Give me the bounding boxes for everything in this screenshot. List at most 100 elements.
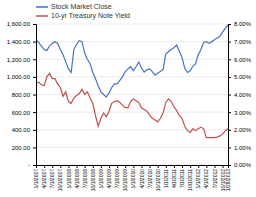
x-tick-mark: [158, 165, 159, 168]
y-tick: 1,400.00: [7, 39, 36, 45]
y-axis-line: [33, 25, 37, 166]
x-tick: 10/1/2007: [57, 165, 63, 191]
x-tick-mark: [214, 165, 215, 168]
y-tick-label: 600.00: [12, 110, 31, 116]
y2-tick-mark: [228, 42, 231, 43]
x-tick-label: 4/1/2007: [41, 169, 47, 189]
legend-swatch: [36, 15, 48, 17]
x-tick-label: 4/1/2010: [139, 169, 145, 189]
x-tick: 4/1/2011: [171, 165, 177, 188]
y2-tick-label: 2.00%: [234, 127, 252, 133]
x-tick: 1/1/2010: [130, 165, 136, 188]
x-tick-label: 1/1/2009: [98, 169, 104, 189]
x-tick-mark: [190, 165, 191, 168]
legend-item: Stock Market Close: [36, 3, 112, 10]
y-tick-mark: [33, 95, 36, 96]
x-tick-label: 7/1/2010: [147, 169, 153, 189]
x-tick-label: 10/1/2009: [122, 169, 128, 191]
x-tick-label: 1/1/2007: [33, 169, 39, 189]
x-tick-mark: [93, 165, 94, 168]
y-tick-label: 400.00: [12, 127, 31, 133]
x-tick-mark: [36, 165, 37, 168]
y-tick-mark: [33, 24, 36, 25]
x-tick-mark: [109, 165, 110, 168]
x-tick-mark: [182, 165, 183, 168]
x-tick: 1/1/2011: [163, 165, 169, 188]
x-tick: 10/1/2010: [155, 165, 161, 191]
y2-tick: 7.00%: [228, 39, 252, 45]
x-tick: 7/1/2007: [49, 165, 55, 188]
x-tick-mark: [141, 165, 142, 168]
x-tick-label: 4/1/2011: [171, 169, 177, 188]
x-tick-mark: [166, 165, 167, 168]
y2-tick-mark: [228, 95, 231, 96]
x-tick-label: 10/1/2011: [187, 169, 193, 191]
grid-line: [36, 112, 228, 113]
y-tick-label: 800.00: [12, 92, 31, 98]
x-tick-mark: [174, 165, 175, 168]
x-tick-label: 7/1/2008: [82, 169, 88, 189]
grid-line: [36, 147, 228, 148]
y2-tick: 5.00%: [228, 74, 252, 80]
lines: [36, 25, 228, 138]
x-tick-label: 4/1/2012: [203, 169, 209, 189]
y-tick-mark: [33, 112, 36, 113]
y2-tick-label: 4.00%: [234, 92, 252, 98]
y2-tick-mark: [228, 24, 231, 25]
y2-tick-label: 0.00%: [234, 162, 252, 168]
x-axis-line: [37, 166, 229, 169]
x-tick: 7/1/2010: [147, 165, 153, 188]
y-tick-label: -: [28, 162, 30, 168]
x-tick-label: 4/1/2008: [74, 169, 80, 189]
y-tick-label: 1,000.00: [7, 74, 31, 80]
x-tick-label: 10/1/2007: [57, 169, 63, 191]
y2-tick-mark: [228, 77, 231, 78]
y2-axis-line: [229, 25, 232, 166]
y2-tick-label: 7.00%: [234, 39, 252, 45]
x-tick-mark: [125, 165, 126, 168]
x-tick: 4/1/2008: [74, 165, 80, 188]
y-tick-mark: [33, 130, 36, 131]
legend-swatch: [36, 6, 48, 8]
legend-label: Stock Market Close: [51, 3, 112, 10]
x-tick-label: 7/1/2009: [114, 169, 120, 189]
y-tick: -: [28, 162, 36, 168]
x-tick-mark: [133, 165, 134, 168]
y-tick: 800.00: [12, 92, 36, 98]
y-tick-label: 1,400.00: [7, 39, 31, 45]
x-tick-mark: [223, 165, 224, 168]
x-tick-label: 1/1/2010: [130, 169, 136, 189]
y-tick-mark: [33, 42, 36, 43]
x-tick-mark: [228, 165, 229, 168]
grid-line: [36, 41, 228, 42]
x-tick: 1/1/2007: [33, 165, 39, 188]
y-tick-label: 200.00: [12, 145, 31, 151]
x-tick: 7/1/2009: [114, 165, 120, 188]
y2-tick: 8.00%: [228, 21, 252, 27]
x-tick: 4/1/2009: [106, 165, 112, 188]
x-tick: 7/1/2011: [179, 165, 185, 188]
y2-tick-label: 8.00%: [234, 21, 252, 27]
x-tick-label: 7/1/2011: [179, 169, 185, 188]
plot: - 200.00 400.00 600.00 800.00 1,000.00 1,200.0…: [7, 21, 252, 191]
grid-line: [36, 76, 228, 77]
x-tick: 1/28/2013: [225, 165, 231, 191]
y-tick: 1,000.00: [7, 74, 36, 80]
x-tick-label: 7/1/2012: [212, 169, 218, 189]
x-tick-label: 1/1/2012: [195, 169, 201, 189]
y-tick: 600.00: [12, 110, 36, 116]
x-axis: 1/1/20074/1/20077/1/200710/1/2007 1/1/200…: [33, 165, 231, 191]
y-tick-mark: [33, 59, 36, 60]
x-tick-mark: [44, 165, 45, 168]
y2-tick-label: 1.00%: [234, 145, 252, 151]
y2-tick-label: 5.00%: [234, 74, 252, 80]
grid-line: [36, 24, 228, 25]
y-tick: 1,200.00: [7, 57, 36, 63]
x-tick-label: 1/28/2013: [225, 169, 231, 191]
x-tick-label: 1/1/2011: [163, 169, 169, 188]
y-tick-mark: [33, 77, 36, 78]
x-tick-mark: [198, 165, 199, 168]
y-axis: - 200.00 400.00 600.00 800.00 1,000.00 1,200.0…: [7, 21, 37, 168]
y2-tick: 0.00%: [228, 162, 252, 168]
y-tick: 1,600.00: [7, 21, 36, 27]
